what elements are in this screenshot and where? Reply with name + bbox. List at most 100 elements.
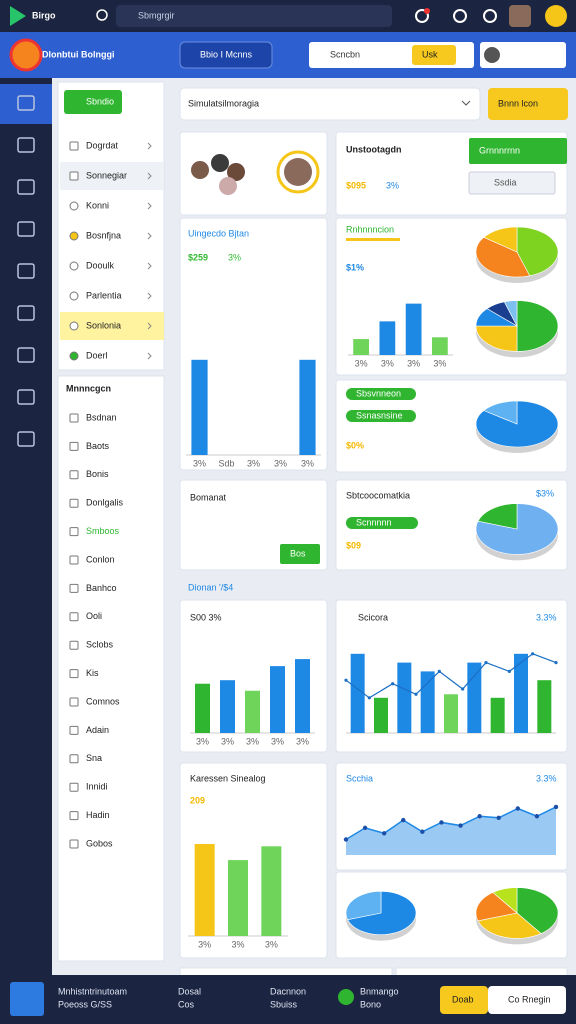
item-icon [69, 441, 79, 451]
x-tick-label: 3% [247, 458, 260, 468]
top-icon[interactable] [415, 9, 429, 23]
pie-slice [516, 300, 559, 352]
sidebar-button[interactable] [64, 90, 122, 114]
profile[interactable] [545, 5, 567, 27]
sidebar-item: Conlon [86, 554, 115, 564]
user-avatar[interactable] [509, 5, 531, 27]
line-point [437, 669, 441, 674]
profile-box[interactable] [480, 42, 566, 68]
app-logo [10, 6, 26, 26]
x-tick-label: 3% [196, 736, 209, 746]
item-icon [69, 470, 79, 480]
item-icon [69, 612, 79, 622]
card-title: S00 3% [190, 612, 222, 622]
line-point [507, 669, 511, 674]
pie-slice [475, 892, 518, 922]
select[interactable] [468, 171, 556, 195]
card [179, 217, 328, 471]
sidebar-item: Sonnegiar [86, 170, 127, 180]
sidebar-button-label: Sbndio [86, 96, 114, 106]
item-icon [69, 141, 79, 151]
footer-button[interactable] [488, 986, 566, 1014]
sidebar-panel-2 [57, 375, 165, 962]
main-title-bar [179, 87, 481, 121]
sidebar-item: Ooli [86, 611, 102, 621]
x-tick-label: 3% [301, 458, 314, 468]
pie-slice [483, 226, 518, 253]
section-label: Dionan '/$4 [188, 582, 233, 592]
item-icon [69, 291, 79, 301]
pie-slice [347, 890, 417, 935]
item-icon [69, 782, 79, 792]
card-title: Uingecdo Bjtan [188, 228, 249, 238]
bar [261, 846, 282, 936]
footer-item: Cos [178, 999, 195, 1009]
select-label: Ssdia [494, 177, 517, 187]
pie-slice [483, 400, 518, 425]
menu-button[interactable] [179, 41, 273, 69]
rail-icon[interactable] [17, 305, 35, 321]
line-point [414, 692, 418, 696]
item-icon [69, 413, 79, 423]
card-button[interactable] [280, 544, 320, 564]
bar [220, 680, 235, 733]
action-button[interactable] [412, 45, 456, 65]
bar [194, 844, 215, 936]
main-action[interactable] [488, 88, 568, 120]
avatar [227, 163, 245, 181]
top-icon[interactable] [453, 9, 467, 23]
line-point [531, 652, 535, 656]
chevron [147, 292, 152, 300]
avatar [219, 177, 237, 195]
sidebar-item: Parlentia [86, 290, 122, 300]
sidebar-item: Comnos [86, 696, 120, 706]
line-point [477, 814, 482, 819]
bar [295, 659, 310, 733]
card-title: Scicora [358, 612, 388, 622]
rail-icon[interactable] [17, 347, 35, 363]
footer-item: Bnmango [360, 986, 399, 996]
x-tick-label: 3% [407, 358, 420, 368]
x-tick-label: 3% [198, 939, 211, 949]
sidebar-item: Baots [86, 441, 110, 451]
pill [346, 410, 416, 422]
bar [353, 339, 369, 355]
area [346, 806, 556, 855]
rail-icon[interactable] [17, 389, 35, 405]
rail-icon[interactable] [17, 221, 35, 237]
sidebar-item: Sna [86, 753, 102, 763]
avatar [284, 158, 312, 186]
rail-icon[interactable] [17, 431, 35, 447]
top-icon[interactable] [483, 9, 497, 23]
item-icon [69, 583, 79, 593]
rail-icon[interactable] [17, 263, 35, 279]
footer-button[interactable] [440, 986, 488, 1014]
bar [191, 359, 208, 455]
line-point [496, 815, 501, 820]
rail-icon[interactable] [17, 179, 35, 195]
bar [490, 697, 505, 733]
avatar [191, 161, 209, 179]
home-button[interactable] [10, 982, 44, 1016]
pie-slice [345, 890, 382, 921]
rail-icon[interactable] [17, 95, 35, 111]
main-title: Simulatsilmoragia [188, 98, 259, 108]
sidebar-item: Adain [86, 725, 109, 735]
sidebar-item: Gobos [86, 838, 113, 848]
rail-icon[interactable] [17, 137, 35, 153]
line-point [344, 678, 348, 682]
bar [350, 653, 365, 733]
rail-active [0, 84, 52, 124]
card-button-label: Bos [290, 548, 306, 558]
bar [467, 662, 482, 733]
card-value: $095 [346, 180, 366, 190]
x-tick-label: 3% [193, 458, 206, 468]
line-point [391, 682, 395, 686]
card-button[interactable] [469, 138, 567, 164]
card-pct: 3% [228, 252, 241, 262]
chevron [147, 202, 152, 210]
header-logo [9, 38, 43, 72]
search-box[interactable] [116, 5, 392, 27]
bar [444, 694, 458, 733]
card-value: $259 [188, 252, 208, 262]
